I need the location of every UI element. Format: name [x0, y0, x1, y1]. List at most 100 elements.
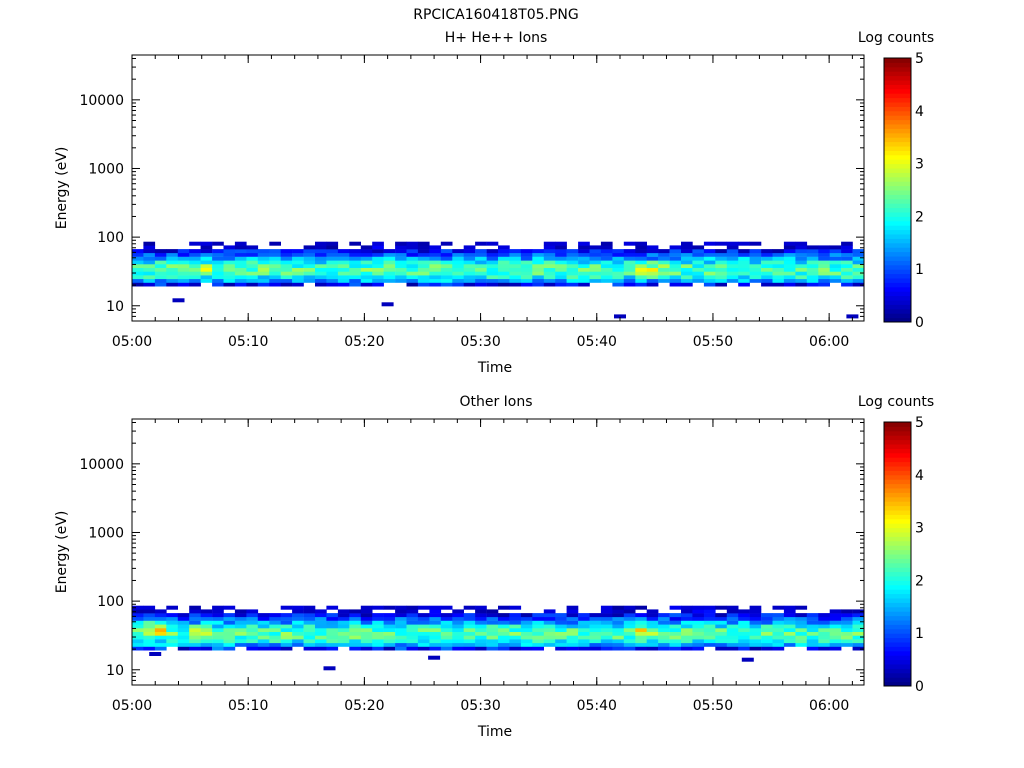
- colorbar-segment: [884, 225, 911, 231]
- heatmap-cell: [738, 278, 750, 283]
- heatmap-cell: [200, 278, 213, 283]
- heatmap-cell: [292, 282, 304, 287]
- heatmap-cell: [360, 646, 373, 651]
- heatmap-cell: [749, 646, 762, 651]
- heatmap-cell: [783, 264, 796, 268]
- heatmap-cell: [212, 635, 224, 640]
- heatmap-cell: [360, 271, 373, 276]
- heatmap-cell: [303, 642, 316, 647]
- heatmap-cell: [349, 639, 361, 644]
- heatmap-cell: [829, 628, 842, 632]
- heatmap-cell: [509, 249, 522, 254]
- heatmap-cell: [212, 620, 224, 625]
- heatmap-cell: [269, 267, 281, 272]
- heatmap-cell: [726, 252, 739, 257]
- heatmap-cell: [692, 264, 705, 268]
- heatmap-cell: [681, 646, 693, 651]
- heatmap-cell: [623, 624, 636, 629]
- heatmap-cell: [406, 245, 419, 250]
- heatmap-cell: [383, 620, 396, 625]
- heatmap-cell: [498, 639, 510, 644]
- heatmap-cell: [555, 275, 567, 280]
- heatmap-cell: [303, 624, 316, 629]
- heatmap-cell: [440, 631, 453, 636]
- heatmap-cell: [315, 249, 327, 254]
- heatmap-cell: [589, 620, 602, 625]
- heatmap-cell: [566, 252, 579, 257]
- heatmap-cell: [520, 631, 533, 636]
- heatmap-cell: [200, 642, 213, 647]
- heatmap-cell: [440, 624, 453, 629]
- heatmap-cell: [326, 282, 339, 287]
- heatmap-cell: [726, 624, 739, 629]
- heatmap-cell: [738, 639, 750, 644]
- heatmap-cell: [806, 642, 819, 647]
- heatmap-cell: [795, 639, 808, 644]
- heatmap-cell: [189, 282, 201, 287]
- heatmap-cell: [532, 620, 544, 625]
- heatmap-cell: [257, 635, 270, 640]
- heatmap-cell: [498, 260, 510, 265]
- heatmap-cell: [372, 646, 384, 651]
- colorbar-segment: [884, 580, 911, 586]
- heatmap-cell: [509, 264, 522, 268]
- colorbar-segment: [884, 154, 911, 160]
- heatmap-cell: [578, 616, 590, 621]
- heatmap-cell: [852, 252, 865, 257]
- heatmap-cell: [212, 241, 224, 246]
- heatmap-cell: [395, 609, 407, 614]
- heatmap-cell: [360, 252, 373, 257]
- heatmap-cell: [623, 613, 636, 618]
- heatmap-cell: [761, 646, 773, 651]
- heatmap-cell: [303, 249, 316, 254]
- heatmap-cell: [257, 639, 270, 644]
- heatmap-cell: [635, 642, 647, 647]
- heatmap-cell: [200, 271, 213, 276]
- heatmap-cell: [200, 249, 213, 254]
- heatmap-cell: [360, 245, 373, 250]
- heatmap-cell: [623, 264, 636, 268]
- heatmap-cell: [475, 609, 487, 614]
- heatmap-cell: [498, 256, 510, 261]
- heatmap-cell: [532, 278, 544, 283]
- heatmap-cell: [257, 628, 270, 632]
- heatmap-cell: [703, 609, 716, 614]
- heatmap-cell: [417, 639, 430, 644]
- x-tick-label: 06:00: [809, 698, 849, 714]
- heatmap-cell: [669, 278, 682, 283]
- heatmap-cell: [555, 616, 567, 621]
- heatmap-cell: [669, 616, 682, 621]
- heatmap-cell: [520, 256, 533, 261]
- heatmap-cell: [177, 620, 190, 625]
- heatmap-cell: [635, 620, 647, 625]
- heatmap-cell: [566, 605, 579, 610]
- colorbar-segment: [884, 571, 911, 577]
- heatmap-cell: [429, 278, 442, 283]
- heatmap-cell: [406, 256, 419, 261]
- heatmap-cell: [486, 256, 499, 261]
- heatmap-cell: [738, 249, 750, 254]
- heatmap-cell: [372, 264, 384, 268]
- heatmap-cell: [543, 631, 556, 636]
- heatmap-cell: [703, 642, 716, 647]
- heatmap-cell: [646, 271, 659, 276]
- colorbar-segment: [884, 88, 911, 94]
- heatmap-cell: [154, 278, 167, 283]
- colorbar-segment: [884, 256, 911, 261]
- heatmap-cell: [417, 256, 430, 261]
- heatmap-cell: [612, 282, 625, 287]
- heatmap-cell: [612, 267, 625, 272]
- heatmap-cell: [795, 245, 808, 250]
- heatmap-cell: [200, 646, 213, 651]
- heatmap-cell: [555, 264, 567, 268]
- heatmap-cell: [532, 635, 544, 640]
- colorbar-segment: [884, 598, 911, 603]
- heatmap-cell: [726, 256, 739, 261]
- heatmap-cell: [360, 275, 373, 280]
- y-tick-label: 100: [97, 230, 124, 246]
- heatmap-cell: [498, 620, 510, 625]
- heatmap-cell: [383, 624, 396, 629]
- heatmap-cell: [212, 605, 224, 610]
- heatmap-cell: [715, 635, 727, 640]
- heatmap-cell: [589, 275, 602, 280]
